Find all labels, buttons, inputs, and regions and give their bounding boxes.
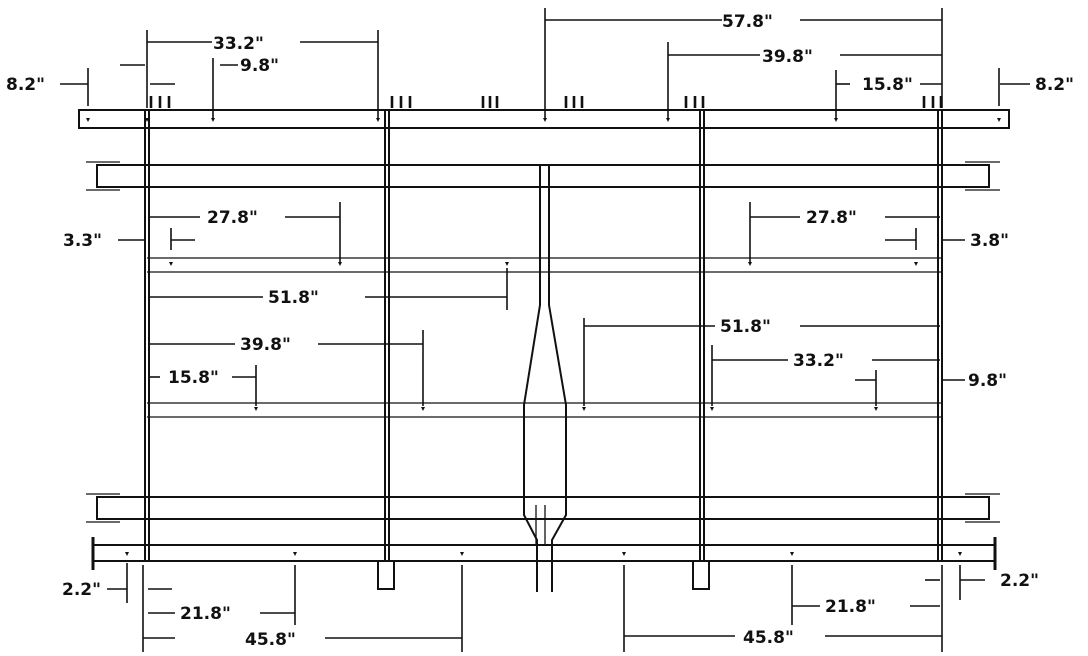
tick-mark: [145, 118, 149, 122]
dim-label: 57.8": [722, 12, 773, 32]
tick-mark: [914, 262, 918, 266]
upper-cross-beam: [96, 164, 990, 188]
bolt-group: [149, 96, 171, 108]
lower-cross-beam: [96, 496, 990, 520]
dim-label: 21.8": [825, 597, 876, 617]
post-left: [144, 109, 150, 562]
dim-label: 21.8": [180, 604, 231, 624]
bottom-tab-right: [692, 560, 710, 590]
tick-mark: [666, 118, 670, 122]
dim-label: 33.2": [793, 351, 844, 371]
tick-mark: [834, 118, 838, 122]
dim-label: 15.8": [862, 75, 913, 95]
tick-marks: [86, 118, 1001, 556]
dim-label: 45.8": [245, 630, 296, 650]
post-left-inner: [384, 109, 390, 562]
dim-label: 8.2": [6, 75, 45, 95]
dim-label: 9.8": [968, 371, 1007, 391]
central-pipe-left: [523, 165, 541, 592]
tick-mark: [86, 118, 90, 122]
top-chord-bolts: [149, 96, 943, 108]
bolt-group: [922, 96, 943, 108]
dim-label: 39.8": [762, 47, 813, 67]
tick-mark: [169, 262, 173, 266]
bolt-group: [684, 96, 705, 108]
tick-mark: [376, 118, 380, 122]
dim-label: 45.8": [743, 628, 794, 648]
tick-mark: [790, 552, 794, 556]
bolt-group: [481, 96, 499, 108]
bolt-group: [390, 96, 412, 108]
dim-label: 27.8": [806, 208, 857, 228]
tick-mark: [421, 407, 425, 411]
tick-mark: [997, 118, 1001, 122]
central-pipe-right: [548, 165, 567, 592]
post-right-inner: [699, 109, 705, 562]
dim-label: 2.2": [62, 580, 101, 600]
dim-label: 33.2": [213, 34, 264, 54]
tick-mark: [254, 407, 258, 411]
dimension-labels: 57.8" 33.2" 39.8" 9.8" 8.2" 15.8" 8.2" 2…: [6, 12, 1074, 650]
top-chord: [78, 109, 1010, 129]
tick-mark: [582, 407, 586, 411]
dim-label: 51.8": [720, 317, 771, 337]
dim-label: 27.8": [207, 208, 258, 228]
dim-label: 3.8": [970, 231, 1009, 251]
frame-structure: [78, 109, 1010, 592]
tick-mark: [460, 552, 464, 556]
dim-label: 15.8": [168, 368, 219, 388]
bolt-group: [564, 96, 584, 108]
tick-mark: [125, 552, 129, 556]
tick-mark: [710, 407, 714, 411]
tick-mark: [543, 118, 547, 122]
tick-mark: [874, 407, 878, 411]
tick-mark: [293, 552, 297, 556]
tick-mark: [505, 262, 509, 266]
dimension-lines: [60, 8, 1030, 652]
tick-mark: [211, 118, 215, 122]
post-right: [937, 109, 943, 562]
dim-label: 39.8": [240, 335, 291, 355]
tick-mark: [622, 552, 626, 556]
tick-mark: [958, 552, 962, 556]
dim-label: 2.2": [1000, 571, 1039, 591]
dim-label: 9.8": [240, 56, 279, 76]
tick-mark: [748, 262, 752, 266]
bottom-tab-left: [377, 560, 395, 590]
dim-label: 51.8": [268, 288, 319, 308]
tick-mark: [338, 262, 342, 266]
dim-label: 3.3": [63, 231, 102, 251]
bottom-chord: [92, 544, 996, 562]
dim-label: 8.2": [1035, 75, 1074, 95]
